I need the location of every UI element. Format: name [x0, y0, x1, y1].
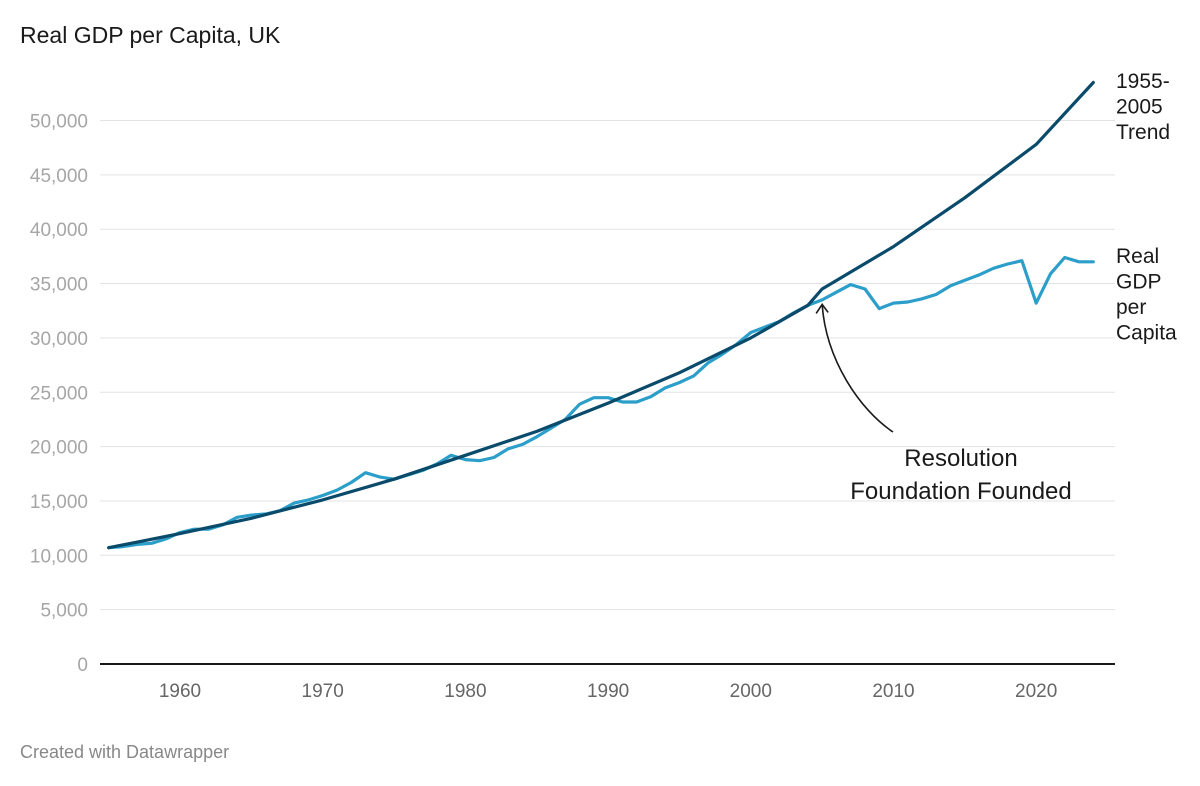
- y-tick-label: 45,000: [30, 166, 88, 187]
- series-label: Real GDP per Capita: [1116, 245, 1177, 345]
- annotation-arrowhead: [815, 303, 829, 314]
- x-tick-label: 2020: [1015, 681, 1057, 702]
- x-tick-label: 1990: [587, 681, 629, 702]
- y-tick-label: 35,000: [30, 275, 88, 296]
- footer-credit: Created with Datawrapper: [20, 742, 230, 762]
- series-line-1955-2005-trend: [107, 80, 1095, 550]
- x-axis-ticks: 1960 1970 1980 1990 2000 2010 2020: [159, 681, 1057, 702]
- annotation-arrow: [821, 304, 894, 433]
- series-lines: [107, 80, 1095, 550]
- x-tick-label: 2000: [730, 681, 772, 702]
- y-tick-label: 0: [77, 655, 88, 676]
- x-tick-label: 2010: [872, 681, 914, 702]
- grid-lines: [100, 120, 1115, 665]
- series-labels: 1955-2005 Trend Real GDP per Capita: [1116, 70, 1177, 345]
- y-tick-label: 15,000: [30, 492, 88, 513]
- series-label: 1955-2005 Trend: [1116, 70, 1170, 144]
- y-tick-label: 30,000: [30, 329, 88, 350]
- y-tick-label: 50,000: [30, 112, 88, 133]
- x-tick-label: 1970: [302, 681, 344, 702]
- y-tick-label: 40,000: [30, 220, 88, 241]
- y-axis-ticks: 0 5,000 10,000 15,000 20,000 25,000 30,000 35,0…: [30, 112, 88, 677]
- y-tick-label: 20,000: [30, 438, 88, 459]
- x-tick-label: 1980: [444, 681, 486, 702]
- x-tick-label: 1960: [159, 681, 201, 702]
- y-tick-label: 25,000: [30, 383, 88, 404]
- annotation-text: Resolution Foundation Founded: [850, 445, 1072, 505]
- y-tick-label: 5,000: [40, 601, 88, 622]
- annotation: Resolution Foundation Founded: [815, 303, 1072, 505]
- chart-title: Real GDP per Capita, UK: [20, 22, 281, 48]
- y-tick-label: 10,000: [30, 546, 88, 567]
